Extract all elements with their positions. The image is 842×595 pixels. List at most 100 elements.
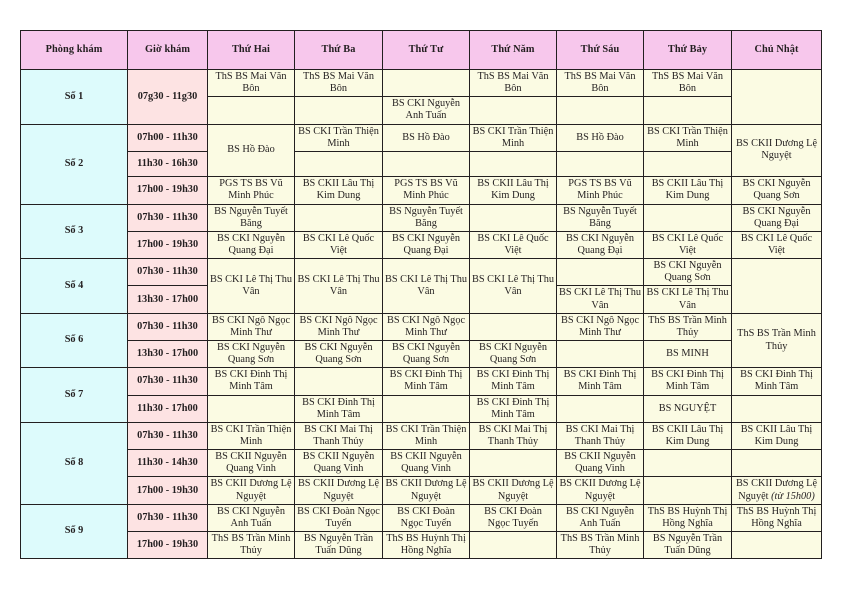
table-row: Số 2 07h00 - 11h30 BS Hồ Đào BS CKI Trần… xyxy=(20,123,822,205)
time-label: 17h00 - 19h30 xyxy=(127,176,208,205)
schedule-cell: ThS BS Mai Văn Bôn xyxy=(556,68,644,98)
schedule-cell: BS CKII Dương Lệ Nguyệt xyxy=(382,476,470,505)
schedule-cell: BS Hồ Đào xyxy=(382,123,470,152)
schedule-cell: PGS TS BS Vũ Minh Phúc xyxy=(382,176,470,205)
schedule-cell: ThS BS Trần Minh Thủy xyxy=(556,530,644,560)
table-row: Số 6 07h30 - 11h30 BS CKI Ngô Ngọc Minh … xyxy=(20,312,822,369)
schedule-cell: BS CKI Nguyễn Quang Đại xyxy=(382,230,470,260)
schedule-cell-time-note: (từ 15h00) xyxy=(771,490,815,502)
time-label: 17h00 - 19h30 xyxy=(127,476,208,505)
schedule-cell: BS CKI Nguyễn Quang Sơn xyxy=(469,340,557,369)
table-row: BS CKI Nguyễn Anh Tuấn xyxy=(21,96,822,125)
schedule-cell: BS CKI Ngô Ngọc Minh Thư xyxy=(382,312,470,342)
schedule-cell: BS Hồ Đào xyxy=(207,123,295,178)
header-phong-kham: Phòng khám xyxy=(20,30,128,70)
time-label: 07h30 - 11h30 xyxy=(127,367,208,396)
schedule-cell: BS CKI Nguyễn Quang Sơn xyxy=(207,340,295,369)
time-label: 07h30 - 11h30 xyxy=(127,203,208,232)
schedule-cell xyxy=(643,476,732,505)
table-row: 17h00 - 19h30 BS CKI Nguyễn Quang Đại BS… xyxy=(21,230,822,260)
schedule-cell: BS CKII Nguyễn Quang Vinh xyxy=(294,449,383,478)
schedule-cell: BS CKI Lê Quốc Việt xyxy=(469,230,557,260)
schedule-cell xyxy=(731,69,822,125)
table-row: 11h30 - 14h30 BS CKII Nguyễn Quang Vinh … xyxy=(21,449,822,478)
time-label: 11h30 - 14h30 xyxy=(127,449,208,478)
time-label: 07g30 - 11g30 xyxy=(127,69,208,125)
schedule-cell: BS CKI Đinh Thị Minh Tâm xyxy=(207,367,295,396)
schedule-cell: PGS TS BS Vũ Minh Phúc xyxy=(556,176,644,205)
header-gio-kham: Giờ khám xyxy=(127,30,208,70)
schedule-cell: BS CKI Lê Thị Thu Vân xyxy=(382,258,470,314)
doctor-name: BS CKII Dương Lệ Nguyệt (từ 15h00) xyxy=(735,478,818,502)
schedule-cell xyxy=(556,340,644,369)
schedule-cell: BS CKI Lê Thị Thu Vân xyxy=(556,285,644,314)
schedule-cell xyxy=(556,150,644,178)
schedule-cell xyxy=(556,394,644,423)
time-label: 11h30 - 17h00 xyxy=(127,394,208,423)
room-label: Số 2 xyxy=(20,123,128,205)
table-row: Số 7 07h30 - 11h30 BS CKI Đinh Thị Minh … xyxy=(20,367,822,423)
schedule-cell: BS CKI Nguyễn Quang Sơn xyxy=(643,258,732,287)
schedule-cell: BS CKI Đoàn Ngọc Tuyến xyxy=(294,503,383,533)
schedule-cell xyxy=(643,449,732,478)
schedule-cell-sunday-note: BS CKII Dương Lệ Nguyệt (từ 15h00) xyxy=(731,476,822,505)
schedule-cell: BS CKI Ngô Ngọc Minh Thư xyxy=(556,312,644,342)
schedule-cell xyxy=(469,96,557,125)
header-thu-nam: Thứ Năm xyxy=(469,30,557,70)
schedule-cell xyxy=(469,530,557,560)
schedule-cell: BS CKI Nguyễn Quang Sơn xyxy=(382,340,470,369)
table-row: 13h30 - 17h00 BS CKI Nguyễn Quang Sơn BS… xyxy=(21,340,822,369)
schedule-cell: BS CKII Lâu Thị Kim Dung xyxy=(294,176,383,205)
schedule-cell: BS CKI Nguyễn Quang Đại xyxy=(731,203,822,232)
schedule-cell xyxy=(207,96,295,125)
schedule-cell xyxy=(643,96,732,125)
schedule-cell: BS CKII Dương Lệ Nguyệt xyxy=(294,476,383,505)
schedule-cell xyxy=(731,258,822,314)
table-row: Số 9 07h30 - 11h30 BS CKI Nguyễn Anh Tuấ… xyxy=(20,503,822,560)
schedule-cell xyxy=(294,203,383,232)
schedule-cell: BS CKII Lâu Thị Kim Dung xyxy=(643,421,732,451)
schedule-cell: BS CKII Dương Lệ Nguyệt xyxy=(469,476,557,505)
time-label: 07h30 - 11h30 xyxy=(127,258,208,287)
schedule-cell: BS CKI Lê Thị Thu Vân xyxy=(294,258,383,314)
schedule-cell xyxy=(556,96,644,125)
schedule-cell: ThS BS Mai Văn Bôn xyxy=(643,68,732,98)
table-body: Số 1 07g30 - 11g30 ThS BS Mai Văn Bôn Th… xyxy=(20,68,822,560)
schedule-cell: BS CKII Nguyễn Quang Vinh xyxy=(207,449,295,478)
room-label: Số 1 xyxy=(20,69,128,125)
table-row: Số 1 07g30 - 11g30 ThS BS Mai Văn Bôn Th… xyxy=(20,68,822,125)
schedule-cell: PGS TS BS Vũ Minh Phúc xyxy=(207,176,295,205)
header-thu-sau: Thứ Sáu xyxy=(556,30,644,70)
table-row: 17h00 - 19h30 BS CKII Dương Lệ Nguyệt BS… xyxy=(21,476,822,505)
schedule-cell: BS Nguyễn Tuyết Băng xyxy=(382,203,470,232)
header-thu-tu: Thứ Tư xyxy=(382,30,470,70)
schedule-cell: BS CKI Lê Thị Thu Vân xyxy=(207,258,295,314)
table-row: 17h00 - 19h30 PGS TS BS Vũ Minh Phúc BS … xyxy=(21,176,822,205)
schedule-cell xyxy=(469,150,557,178)
schedule-cell xyxy=(294,367,383,396)
schedule-cell xyxy=(643,150,732,178)
schedule-cell xyxy=(643,203,732,232)
time-label: 07h00 - 11h30 xyxy=(127,123,208,152)
room-label: Số 6 xyxy=(20,312,128,369)
schedule-cell: BS CKI Trần Thiện Minh xyxy=(294,123,383,152)
schedule-cell: BS CKI Đinh Thị Minh Tâm xyxy=(556,367,644,396)
schedule-cell xyxy=(556,258,644,287)
schedule-cell: ThS BS Mai Văn Bôn xyxy=(207,68,295,98)
schedule-cell: BS CKII Lâu Thị Kim Dung xyxy=(731,421,822,451)
schedule-cell: BS NGUYỆT xyxy=(643,394,732,423)
schedule-sheet: Phòng khám Giờ khám Thứ Hai Thứ Ba Thứ T… xyxy=(20,30,822,560)
schedule-cell: ThS BS Mai Văn Bôn xyxy=(469,68,557,98)
schedule-cell: BS CKII Lâu Thị Kim Dung xyxy=(643,176,732,205)
header-thu-ba: Thứ Ba xyxy=(294,30,383,70)
schedule-cell: BS CKI Nguyễn Quang Đại xyxy=(556,230,644,260)
schedule-cell xyxy=(469,449,557,478)
table-row: 17h00 - 19h30 ThS BS Trần Minh Thủy BS N… xyxy=(21,530,822,560)
schedule-cell: ThS BS Trần Minh Thủy xyxy=(643,312,732,342)
room-label: Số 7 xyxy=(20,367,128,423)
header-thu-bay: Thứ Bảy xyxy=(643,30,732,70)
schedule-cell: BS CKI Lê Quốc Việt xyxy=(294,230,383,260)
schedule-cell xyxy=(382,394,470,423)
time-label: 07h30 - 11h30 xyxy=(127,312,208,342)
schedule-cell: BS CKI Mai Thị Thanh Thủy xyxy=(556,421,644,451)
